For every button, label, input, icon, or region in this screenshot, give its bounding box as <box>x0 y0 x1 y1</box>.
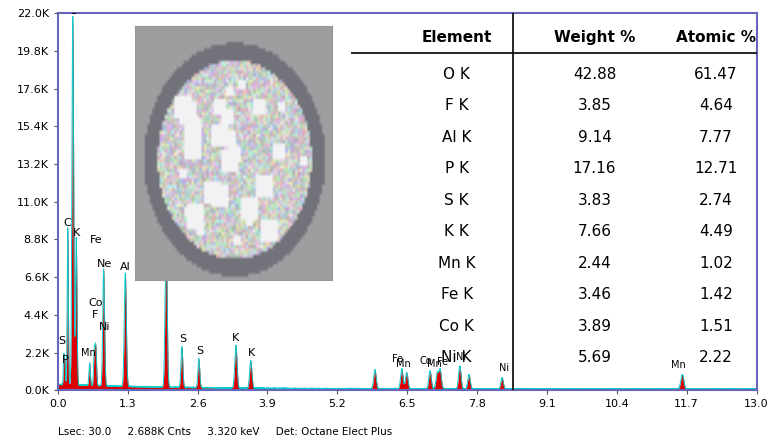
Text: 7.66: 7.66 <box>577 224 611 239</box>
Text: 1.02: 1.02 <box>699 256 733 271</box>
Text: Element: Element <box>422 30 492 45</box>
Text: 61.47: 61.47 <box>694 67 738 82</box>
Text: 7.77: 7.77 <box>699 130 733 145</box>
Text: 3.83: 3.83 <box>577 193 611 208</box>
Text: Co: Co <box>420 356 432 366</box>
Text: Ni: Ni <box>99 322 110 333</box>
Text: Mn: Mn <box>395 359 410 369</box>
Text: O: O <box>68 4 78 17</box>
Text: S: S <box>179 334 186 344</box>
Text: Al K: Al K <box>442 130 472 145</box>
Text: P: P <box>162 218 170 231</box>
Text: Fe: Fe <box>437 357 448 366</box>
Text: 12.71: 12.71 <box>694 161 738 176</box>
Text: F K: F K <box>445 98 469 113</box>
Text: Co K: Co K <box>439 318 474 333</box>
Text: Ni: Ni <box>499 363 509 374</box>
Text: Mn: Mn <box>80 348 96 358</box>
Text: Mn: Mn <box>672 360 686 370</box>
Text: Weight %: Weight % <box>554 30 635 45</box>
Text: Al: Al <box>120 262 130 273</box>
Text: 2.22: 2.22 <box>699 350 733 365</box>
Text: 3.89: 3.89 <box>577 318 611 333</box>
Text: Ni: Ni <box>456 352 466 363</box>
Text: P: P <box>62 355 69 365</box>
Text: Fe K: Fe K <box>441 287 472 302</box>
Text: 9.14: 9.14 <box>577 130 611 145</box>
Text: 4.64: 4.64 <box>699 98 733 113</box>
Text: S K: S K <box>445 193 469 208</box>
Text: 2.44: 2.44 <box>577 256 611 271</box>
Text: Fe: Fe <box>392 354 403 364</box>
Text: Ne: Ne <box>97 259 112 269</box>
Text: K K: K K <box>444 224 469 239</box>
Text: S: S <box>59 336 66 346</box>
Text: Ni K: Ni K <box>442 350 472 365</box>
Text: O K: O K <box>443 67 470 82</box>
Text: 4.49: 4.49 <box>699 224 733 239</box>
Text: C: C <box>64 218 72 228</box>
Text: Fe: Fe <box>90 235 103 245</box>
Text: 3.46: 3.46 <box>577 287 611 302</box>
Text: P K: P K <box>445 161 469 176</box>
Text: K: K <box>73 228 80 238</box>
Text: Mn K: Mn K <box>438 256 476 271</box>
Text: Mn: Mn <box>427 359 442 369</box>
Text: 2.74: 2.74 <box>699 193 733 208</box>
Text: Lsec: 30.0     2.688K Cnts     3.320 keV     Det: Octane Elect Plus: Lsec: 30.0 2.688K Cnts 3.320 keV Det: Oc… <box>58 426 392 437</box>
Text: S: S <box>196 346 203 356</box>
Text: 5.69: 5.69 <box>577 350 611 365</box>
Text: 3.85: 3.85 <box>577 98 611 113</box>
Text: Atomic %: Atomic % <box>676 30 756 45</box>
Text: F: F <box>93 310 99 320</box>
Text: 1.42: 1.42 <box>699 287 733 302</box>
Text: 42.88: 42.88 <box>573 67 616 82</box>
Text: 1.51: 1.51 <box>699 318 733 333</box>
Text: 17.16: 17.16 <box>573 161 616 176</box>
Text: K: K <box>248 348 255 358</box>
Text: Co: Co <box>88 299 103 308</box>
Text: K: K <box>232 333 239 343</box>
